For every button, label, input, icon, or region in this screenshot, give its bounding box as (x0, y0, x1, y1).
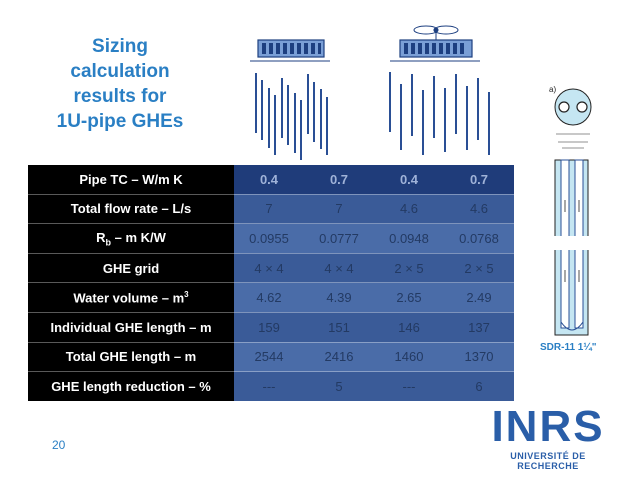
table-cell: 2 × 5 (374, 253, 444, 284)
row-label: Total GHE length – m (28, 342, 234, 373)
page-number: 20 (52, 438, 66, 452)
table-cell: 0.7 (304, 165, 374, 195)
table-cell: 6 (444, 371, 514, 402)
diagram-part-label: a) (549, 85, 556, 94)
title-line-3: results for (73, 86, 167, 107)
row-label-sup: 3 (184, 290, 189, 299)
table-row: Rb – m K/W 0.0955 0.0777 0.0948 0.0768 (28, 223, 514, 254)
sizing-results-table: Pipe TC – W/m K 0.4 0.7 0.4 0.7 Total fl… (28, 165, 514, 402)
table-cell: 0.0955 (234, 223, 304, 254)
table-row: Total flow rate – L/s 7 7 4.6 4.6 (28, 194, 514, 225)
table-cell: 7 (234, 194, 304, 225)
table-cell: 0.4 (234, 165, 304, 195)
building-with-fan-icon (390, 25, 480, 62)
row-label: GHE length reduction – % (28, 371, 234, 402)
table-row: GHE length reduction – % --- 5 --- 6 (28, 371, 514, 402)
table-cell: 0.0948 (374, 223, 444, 254)
row-label-sub: b (105, 237, 111, 248)
borehole-cross-section-icon (554, 88, 592, 149)
table-cell: 2.49 (444, 282, 514, 313)
table-cell: 151 (304, 312, 374, 343)
table-cell: 2.65 (374, 282, 444, 313)
borehole-field-2 (389, 72, 490, 155)
table-cell: 4.39 (304, 282, 374, 313)
row-label-main: Water volume – m (73, 290, 185, 306)
building-icon (250, 39, 330, 62)
slide-title: Sizing calculation results for 1U-pipe G… (40, 34, 200, 134)
table-cell: 5 (304, 371, 374, 402)
table-row: Individual GHE length – m 159 151 146 13… (28, 312, 514, 343)
table-cell: 0.0777 (304, 223, 374, 254)
table-cell: 7 (304, 194, 374, 225)
table-cell: 2544 (234, 342, 304, 373)
table-row: Pipe TC – W/m K 0.4 0.7 0.4 0.7 (28, 165, 514, 195)
table-cell: 2 × 5 (444, 253, 514, 284)
u-pipe-borehole-icon (550, 159, 593, 336)
table-row: GHE grid 4 × 4 4 × 4 2 × 5 2 × 5 (28, 253, 514, 284)
row-label: Water volume – m3 (28, 282, 234, 313)
logo-subtitle: UNIVERSITÉ DE RECHERCHE (510, 451, 586, 471)
table-cell: 137 (444, 312, 514, 343)
pipe-spec-label: SDR-11 1¼" (540, 342, 597, 353)
table-cell: --- (374, 371, 444, 402)
borehole-field-1 (255, 73, 328, 160)
table-cell: 159 (234, 312, 304, 343)
row-label: Individual GHE length – m (28, 312, 234, 343)
table-cell: 4 × 4 (304, 253, 374, 284)
title-line-2: calculation (70, 61, 170, 82)
table-row: Total GHE length – m 2544 2416 1460 1370 (28, 342, 514, 373)
table-cell: 4 × 4 (234, 253, 304, 284)
table-cell: --- (234, 371, 304, 402)
title-line-1: Sizing (92, 36, 148, 57)
row-label: Pipe TC – W/m K (28, 165, 234, 195)
row-label-rest: – m K/W (110, 229, 166, 245)
table-row: Water volume – m3 4.62 4.39 2.65 2.49 (28, 282, 514, 313)
table-cell: 4.6 (374, 194, 444, 225)
row-label: GHE grid (28, 253, 234, 284)
row-label: Rb – m K/W (28, 223, 234, 254)
table-cell: 1370 (444, 342, 514, 373)
table-cell: 4.6 (444, 194, 514, 225)
row-label-main: R (96, 229, 106, 245)
table-cell: 4.62 (234, 282, 304, 313)
table-cell: 1460 (374, 342, 444, 373)
table-cell: 0.4 (374, 165, 444, 195)
logo-name: INRS (491, 402, 605, 451)
table-cell: 146 (374, 312, 444, 343)
title-line-4: 1U-pipe GHEs (56, 111, 184, 132)
inrs-logo: INRS UNIVERSITÉ DE RECHERCHE (478, 402, 618, 472)
table-cell: 0.0768 (444, 223, 514, 254)
row-label: Total flow rate – L/s (28, 194, 234, 225)
table-cell: 0.7 (444, 165, 514, 195)
table-cell: 2416 (304, 342, 374, 373)
